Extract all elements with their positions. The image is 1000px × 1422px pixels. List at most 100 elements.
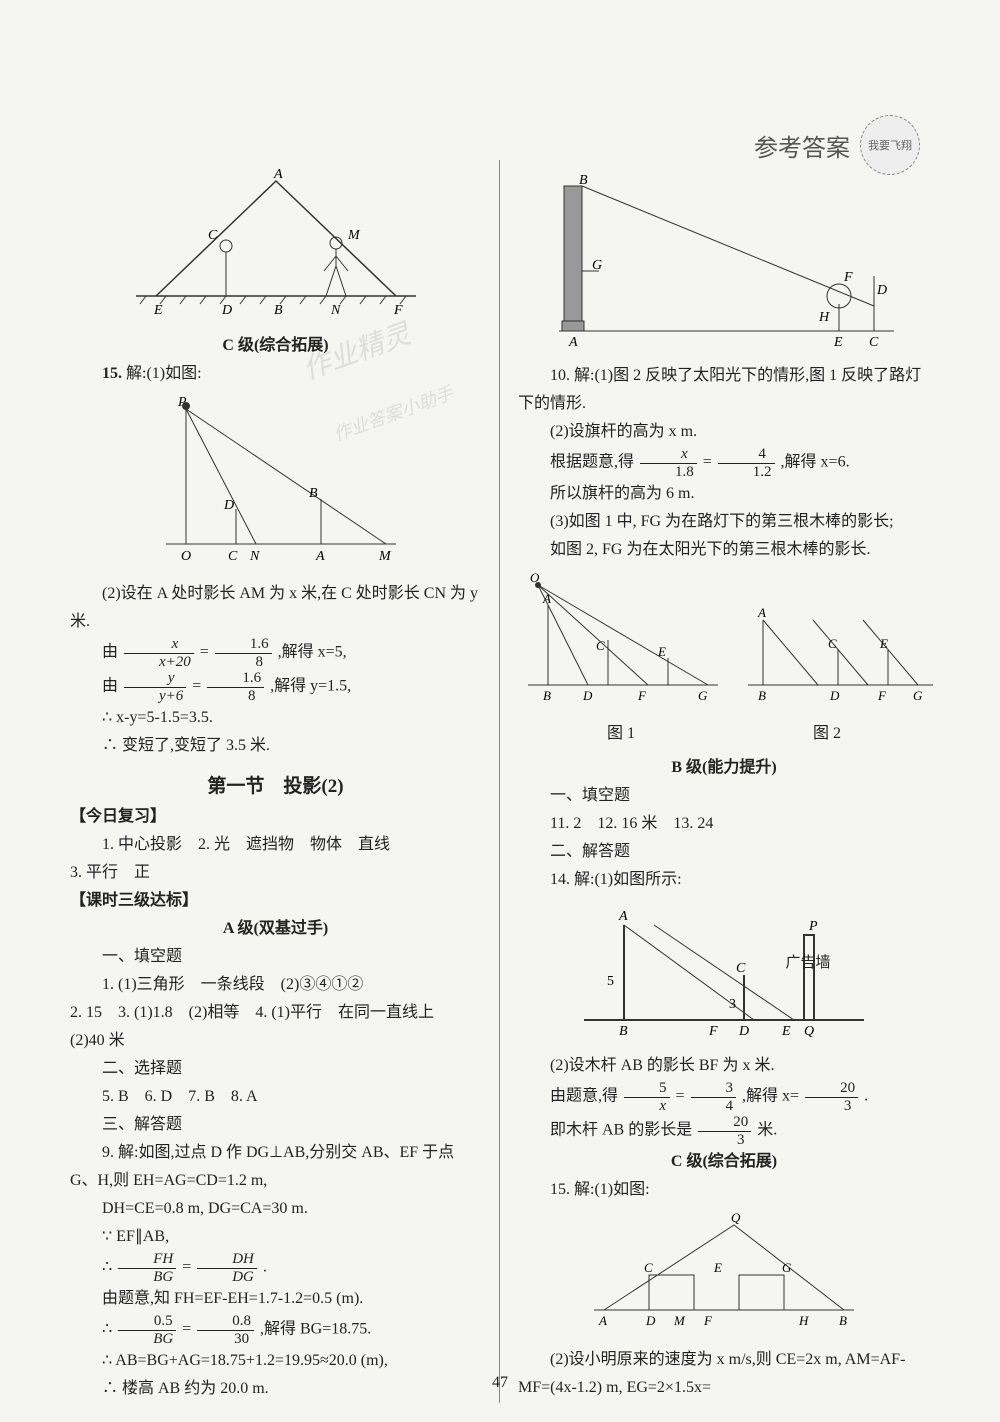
b14-3-end: .	[864, 1088, 868, 1105]
eq1-den: x+20	[124, 654, 194, 671]
std-head: 【课时三级达标】	[70, 887, 481, 915]
svg-text:D: D	[645, 1313, 656, 1328]
svg-text:M: M	[347, 228, 361, 243]
svg-text:A: A	[542, 591, 551, 606]
b14-3-eq: =	[676, 1088, 685, 1105]
svg-text:B: B	[543, 688, 551, 703]
review-head: 【今日复习】	[70, 803, 481, 831]
eq2-eq: =	[192, 678, 201, 695]
eq3: ∴ x-y=5-1.5=3.5.	[70, 704, 481, 732]
eq1-rden: 8	[215, 654, 272, 671]
b14-3-lnum: 5	[624, 1080, 670, 1098]
svg-text:G: G	[698, 688, 708, 703]
eq2-post: ,解得 y=1.5,	[270, 678, 351, 695]
a9-4-rden: DG	[197, 1269, 257, 1286]
svg-text:D: D	[582, 688, 593, 703]
a9-4-lnum: FH	[118, 1251, 176, 1269]
a2: 2. 15 3. (1)1.8 (2)相等 4. (1)平行 在同一直线上 (2…	[70, 999, 481, 1055]
figure-wall-lamp: B G F H D A E C	[518, 166, 930, 356]
figure-shadows-pair: O A C E B D F G A C E B D	[518, 570, 930, 748]
figure-lamp-shadow: P D B O C N A M	[70, 394, 481, 574]
a9-6-pre: ∴	[102, 1321, 112, 1338]
b14-1: 14. 解:(1)如图所示:	[518, 866, 930, 894]
content-columns: A C M E D B N F C 级(综合拓展) 15. 解:(1)如图:	[60, 160, 940, 1403]
svg-text:C: C	[828, 636, 837, 651]
a9-3: ∵ EF∥AB,	[70, 1223, 481, 1251]
a9-6-rden: 30	[197, 1331, 254, 1348]
a9-2: DH=CE=0.8 m, DG=CA=30 m.	[70, 1195, 481, 1223]
a9-1: 9. 解:如图,过点 D 作 DG⊥AB,分别交 AB、EF 于点 G、H,则 …	[70, 1139, 481, 1195]
q10-3-lden: 1.8	[640, 464, 697, 481]
svg-text:C: C	[228, 549, 238, 564]
eq1-post: ,解得 x=5,	[278, 644, 347, 661]
q10-2: (2)设旗杆的高为 x m.	[518, 418, 930, 446]
a9-7: ∴ AB=BG+AG=18.75+1.2=19.95≈20.0 (m),	[70, 1347, 481, 1375]
q10-6: 如图 2, FG 为在太阳光下的第三根木棒的影长.	[518, 536, 930, 564]
page-number: 47	[492, 1374, 508, 1392]
svg-text:C: C	[596, 638, 605, 653]
eq4: ∴ 变短了,变短了 3.5 米.	[70, 732, 481, 760]
svg-text:H: H	[818, 310, 830, 325]
a9-6-eq: =	[182, 1321, 191, 1338]
choice-head: 二、选择题	[70, 1055, 481, 1083]
b14-2: (2)设木杆 AB 的影长 BF 为 x 米.	[518, 1052, 930, 1080]
fill-b: 一、填空题	[518, 782, 930, 810]
svg-text:B: B	[274, 303, 283, 316]
svg-text:B: B	[839, 1313, 847, 1328]
svg-text:H: H	[798, 1313, 809, 1328]
svg-text:F: F	[703, 1313, 713, 1328]
q10-3-post: ,解得 x=6.	[781, 454, 850, 471]
b14-3-lden: x	[624, 1098, 670, 1115]
eq1-num: x	[124, 636, 194, 654]
eq1-pre: 由	[102, 644, 118, 661]
eq2-rden: 8	[207, 688, 264, 705]
eq1-rnum: 1.6	[215, 636, 272, 654]
q15-line: 15. 解:(1)如图:	[70, 360, 481, 388]
svg-text:C: C	[736, 961, 746, 976]
svg-text:E: E	[657, 644, 666, 659]
right-column: B G F H D A E C 10. 解:(1)图 2 反映了太阳光下的情形,…	[500, 160, 940, 1403]
svg-text:D: D	[738, 1024, 749, 1039]
svg-text:F: F	[708, 1024, 718, 1039]
svg-text:P: P	[808, 919, 818, 934]
a9-4-post: .	[263, 1259, 267, 1276]
b14-3-r2den: 3	[805, 1098, 858, 1115]
svg-text:N: N	[249, 549, 260, 564]
eq2-den: y+6	[124, 688, 186, 705]
fill-head: 一、填空题	[70, 943, 481, 971]
b14-3-pre: 由题意,得	[550, 1088, 618, 1105]
header-title: 参考答案	[754, 128, 850, 163]
header-badge-icon: 我要飞翔	[860, 115, 920, 175]
b14-3: 由题意,得 5x = 34 ,解得 x= 203 .	[518, 1080, 930, 1114]
svg-text:Q: Q	[731, 1210, 741, 1225]
b14-4: 即木杆 AB 的影长是 203 米.	[518, 1114, 930, 1148]
svg-text:M: M	[378, 549, 392, 564]
q15c-2: (2)设小明原来的速度为 x m/s,则 CE=2x m, AM=AF-MF=(…	[518, 1346, 930, 1402]
svg-text:E: E	[781, 1024, 791, 1039]
q15c: 15. 解:(1)如图:	[518, 1176, 930, 1204]
svg-text:A: A	[315, 549, 325, 564]
q10-1: 10. 解:(1)图 2 反映了太阳光下的情形,图 1 反映了路灯下的情形.	[518, 362, 930, 418]
svg-text:A: A	[598, 1313, 607, 1328]
q10-3-pre: 根据题意,得	[550, 454, 634, 471]
svg-text:B: B	[619, 1024, 628, 1039]
a9-4: ∴ FHBG = DHDG .	[70, 1251, 481, 1285]
svg-text:A: A	[757, 605, 766, 620]
eq2: 由 yy+6 = 1.68 ,解得 y=1.5,	[70, 670, 481, 704]
svg-text:F: F	[877, 688, 887, 703]
eq2-rnum: 1.6	[207, 670, 264, 688]
svg-text:G: G	[782, 1260, 792, 1275]
svg-text:A: A	[273, 167, 283, 182]
b14-3-post: ,解得 x=	[742, 1088, 799, 1105]
svg-text:E: E	[833, 335, 843, 346]
svg-text:D: D	[221, 303, 232, 316]
svg-text:E: E	[713, 1260, 722, 1275]
svg-text:N: N	[330, 303, 341, 316]
b14-3-rnum: 3	[691, 1080, 737, 1098]
eq1: 由 xx+20 = 1.68 ,解得 x=5,	[70, 636, 481, 670]
a5: 5. B 6. D 7. B 8. A	[70, 1083, 481, 1111]
svg-text:G: G	[592, 258, 602, 273]
figure-ad-wall: A P C 5 3 B F D E Q 广告墙	[518, 900, 930, 1076]
svg-text:C: C	[644, 1260, 653, 1275]
svg-text:D: D	[876, 283, 887, 298]
